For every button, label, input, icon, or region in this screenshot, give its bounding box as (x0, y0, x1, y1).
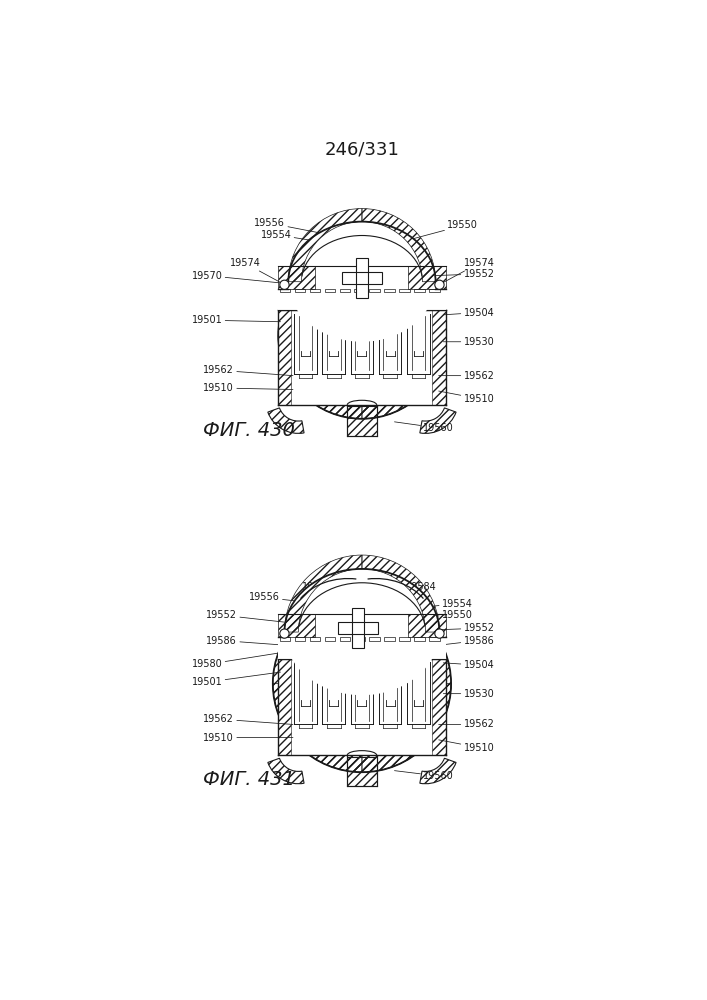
Bar (429, 289, 440, 292)
Bar (341, 272, 382, 284)
Text: 19570: 19570 (192, 271, 284, 283)
Bar (354, 637, 365, 641)
Bar (341, 272, 382, 284)
Bar (279, 310, 445, 405)
Bar (433, 310, 445, 405)
Bar (370, 637, 380, 641)
Text: 19554: 19554 (400, 599, 473, 610)
Bar (433, 659, 445, 755)
Bar (399, 289, 410, 292)
Text: 19562: 19562 (438, 371, 494, 381)
Text: 19574: 19574 (230, 258, 289, 287)
Text: 19572: 19572 (378, 261, 426, 279)
Text: 19562: 19562 (203, 365, 293, 376)
Bar (356, 258, 368, 298)
Bar (414, 289, 425, 292)
Text: ФИГ. 430: ФИГ. 430 (203, 421, 295, 440)
Bar (347, 757, 377, 786)
Text: 19584: 19584 (389, 582, 437, 599)
Text: 19510: 19510 (438, 391, 494, 404)
Bar (409, 266, 445, 289)
Text: 19550: 19550 (411, 220, 478, 239)
Bar (354, 289, 365, 292)
Bar (399, 637, 410, 641)
Text: 19530: 19530 (443, 337, 494, 347)
Bar (352, 608, 364, 648)
Circle shape (435, 280, 444, 289)
Text: 19562: 19562 (438, 719, 494, 729)
Text: 19552: 19552 (206, 610, 284, 622)
Bar (370, 289, 380, 292)
Bar (429, 637, 440, 641)
Bar (385, 289, 395, 292)
Text: 19586: 19586 (440, 636, 494, 646)
Bar (339, 637, 350, 641)
Bar (279, 266, 315, 289)
Circle shape (280, 280, 289, 289)
Text: 19510: 19510 (204, 733, 293, 743)
Ellipse shape (284, 569, 440, 695)
Bar (279, 659, 291, 755)
Bar (339, 289, 350, 292)
Bar (338, 622, 378, 634)
Bar (279, 614, 315, 637)
Text: 19556: 19556 (255, 218, 341, 237)
Bar (356, 258, 368, 298)
Text: 19586: 19586 (206, 636, 284, 646)
Bar (310, 637, 320, 641)
Text: 19550: 19550 (403, 610, 473, 620)
Bar (385, 637, 395, 641)
Text: 19501: 19501 (192, 672, 281, 687)
Text: 19560: 19560 (395, 422, 454, 433)
Text: 246/331: 246/331 (325, 140, 399, 158)
Bar (279, 659, 445, 755)
Bar (279, 634, 445, 659)
Bar (414, 637, 425, 641)
Bar (352, 608, 364, 648)
Circle shape (280, 629, 289, 638)
Text: 19510: 19510 (204, 383, 293, 393)
Text: 19530: 19530 (443, 689, 494, 699)
Text: 19582: 19582 (303, 582, 351, 599)
Bar (347, 406, 377, 436)
Bar (338, 622, 378, 634)
Text: 19556: 19556 (249, 592, 332, 605)
Text: 19574: 19574 (435, 258, 494, 287)
Text: 19501: 19501 (192, 315, 281, 325)
Bar (409, 614, 445, 637)
Text: 19580: 19580 (192, 653, 280, 669)
Text: 19504: 19504 (443, 660, 494, 670)
Bar (279, 310, 291, 405)
Text: 19504: 19504 (443, 308, 494, 318)
Text: 19554: 19554 (261, 230, 344, 246)
Text: 19560: 19560 (395, 771, 454, 781)
Bar (310, 289, 320, 292)
Circle shape (435, 629, 444, 638)
Text: 19562: 19562 (203, 714, 293, 724)
Text: 19552: 19552 (438, 623, 494, 633)
Bar (280, 637, 291, 641)
Text: ФИГ. 431: ФИГ. 431 (203, 770, 295, 789)
Bar (280, 289, 291, 292)
Text: 19510: 19510 (438, 740, 494, 753)
Bar (325, 289, 335, 292)
Bar (325, 637, 335, 641)
Bar (295, 637, 305, 641)
Text: 19552: 19552 (436, 269, 494, 279)
Bar (295, 289, 305, 292)
Ellipse shape (288, 222, 436, 342)
Bar (279, 285, 445, 310)
